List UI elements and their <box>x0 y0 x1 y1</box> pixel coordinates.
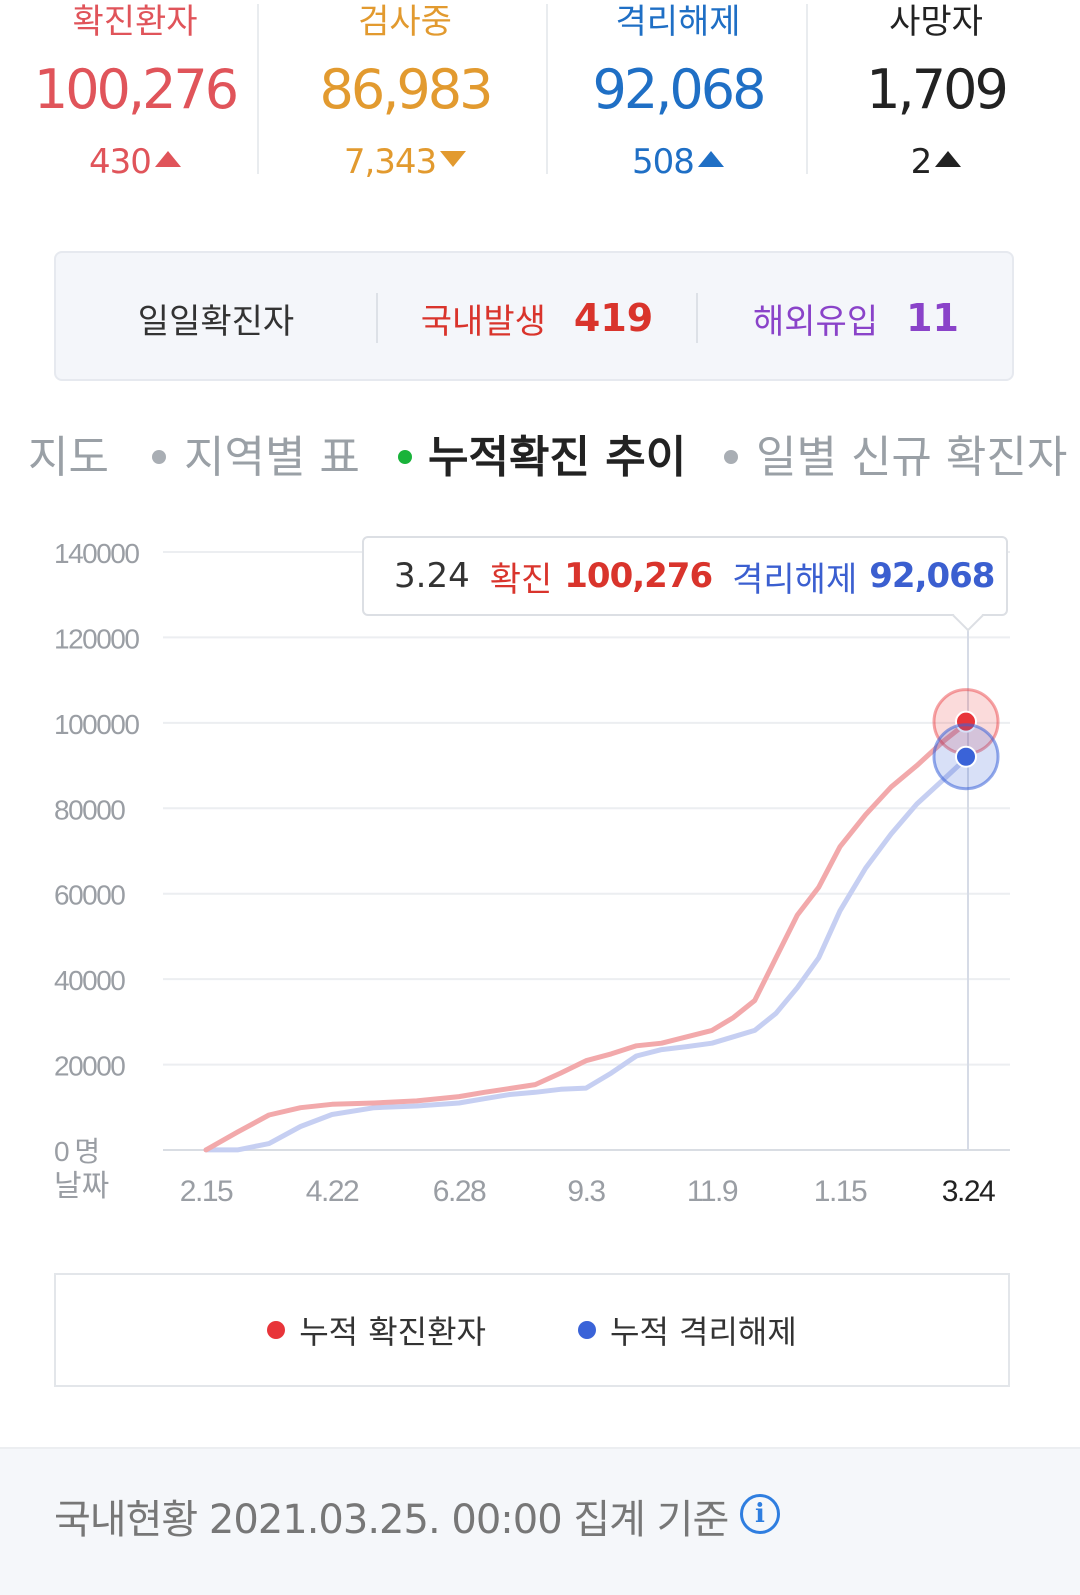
chart-markers <box>932 688 1000 791</box>
series-line-confirmed <box>203 719 971 1153</box>
stat-testing-value: 86,983 <box>319 58 494 121</box>
stat-deaths-value: 1,709 <box>866 58 1009 121</box>
tooltip-confirmed-label: 확진 <box>489 559 553 600</box>
chart-legend: 누적 확진환자 누적 격리해제 <box>54 1273 1010 1387</box>
footer-timestamp: 국내현황 2021.03.25. 00:00 집계 기준 <box>54 1497 729 1543</box>
x-tick-label: 2.15 <box>180 1175 233 1208</box>
y-axis-ticks: 0 명 20000 40000 60000 80000 100000 120000 14000… <box>54 538 141 1203</box>
bullet-icon <box>152 450 166 464</box>
x-tick-label: 4.22 <box>306 1175 359 1208</box>
domestic-value: 419 <box>573 296 654 340</box>
triangle-down-icon <box>440 151 467 167</box>
stat-confirmed-label: 확진환자 <box>72 2 198 42</box>
x-axis-ticks: 2.15 4.22 6.28 9.3 11.9 1.15 3.24 <box>180 1175 997 1208</box>
stat-released-value: 92,068 <box>592 58 767 121</box>
marker-released-point <box>955 745 977 768</box>
blue-dot-icon <box>578 1321 596 1339</box>
footer: 국내현황 2021.03.25. 00:00 집계 기준 i <box>0 1447 1080 1595</box>
divider <box>546 4 548 174</box>
stat-testing: 검사중 86,983 7,343 <box>270 0 540 200</box>
chart-tabs: 지도 지역별 표 누적확진 추이 일별 신규 확진자 <box>0 418 1080 498</box>
tab-map[interactable]: 지도 <box>28 432 109 483</box>
x-tick-label: 3.24 <box>942 1175 995 1208</box>
overseas-label: 해외유입 <box>752 301 879 342</box>
legend-item-released[interactable]: 누적 격리해제 <box>578 1307 797 1353</box>
y-tick-label: 80000 <box>54 794 125 825</box>
x-tick-label: 1.15 <box>814 1175 867 1208</box>
divider <box>806 4 808 174</box>
marker-confirmed-point <box>955 710 977 733</box>
divider <box>257 4 259 174</box>
stats-summary: 확진환자 100,276 430 검사중 86,983 7,343 격리해제 9… <box>0 0 1080 200</box>
tooltip-released-value: 92,068 <box>869 556 995 596</box>
tooltip-released-label: 격리해제 <box>732 559 858 600</box>
overseas-value: 11 <box>906 296 959 340</box>
tooltip-confirmed-value: 100,276 <box>564 556 713 596</box>
stat-released-change: 508 <box>632 142 695 182</box>
stat-confirmed-value: 100,276 <box>33 58 239 121</box>
tab-region-table[interactable]: 지역별 표 <box>184 432 360 483</box>
tab-cumulative-trend[interactable]: 누적확진 추이 <box>428 432 687 483</box>
tab-daily-new[interactable]: 일별 신규 확진자 <box>756 432 1068 483</box>
legend-released-label: 누적 격리해제 <box>610 1313 797 1351</box>
y-tick-label: 100000 <box>54 709 139 740</box>
stat-released-label: 격리해제 <box>615 2 741 42</box>
stat-released: 격리해제 92,068 508 <box>543 0 813 200</box>
stat-testing-label: 검사중 <box>358 2 452 42</box>
daily-confirmed-box: 일일확진자 국내발생 419 해외유입 11 <box>54 251 1014 381</box>
y-tick-label: 0 명 <box>54 1136 99 1167</box>
y-tick-label: 60000 <box>54 880 125 911</box>
y-tick-label: 120000 <box>54 623 139 654</box>
cumulative-chart[interactable]: 0 명 20000 40000 60000 80000 100000 120000 14000… <box>0 520 1080 1220</box>
triangle-up-icon <box>935 151 962 167</box>
daily-label: 일일확진자 <box>137 301 295 342</box>
series-line-released <box>203 754 971 1153</box>
triangle-up-icon <box>154 151 181 167</box>
y-tick-label: 140000 <box>54 538 139 569</box>
stat-confirmed: 확진환자 100,276 430 <box>0 0 270 200</box>
triangle-up-icon <box>697 151 724 167</box>
info-icon[interactable]: i <box>740 1494 780 1534</box>
x-axis-title: 날짜 <box>54 1170 109 1203</box>
legend-confirmed-label: 누적 확진환자 <box>299 1313 486 1351</box>
stat-confirmed-change: 430 <box>89 142 152 182</box>
stat-deaths-label: 사망자 <box>889 2 983 42</box>
chart-tooltip: 3.24 확진 100,276 격리해제 92,068 <box>362 536 1008 632</box>
bullet-icon <box>724 450 738 464</box>
divider <box>376 293 378 343</box>
tooltip-date: 3.24 <box>394 556 470 596</box>
legend-item-confirmed[interactable]: 누적 확진환자 <box>267 1307 486 1353</box>
y-tick-label: 40000 <box>54 965 125 996</box>
stat-deaths-change: 2 <box>910 142 933 182</box>
domestic-label: 국내발생 <box>420 301 546 342</box>
red-dot-icon <box>267 1321 286 1339</box>
stat-testing-change: 7,343 <box>343 142 437 182</box>
stat-deaths: 사망자 1,709 2 <box>801 0 1071 200</box>
x-tick-label: 6.28 <box>433 1175 486 1208</box>
x-tick-label: 9.3 <box>567 1175 605 1208</box>
y-tick-label: 20000 <box>54 1051 125 1082</box>
bullet-icon <box>398 450 412 464</box>
chart-lines <box>203 719 971 1153</box>
divider <box>696 293 698 343</box>
x-tick-label: 11.9 <box>687 1175 738 1208</box>
